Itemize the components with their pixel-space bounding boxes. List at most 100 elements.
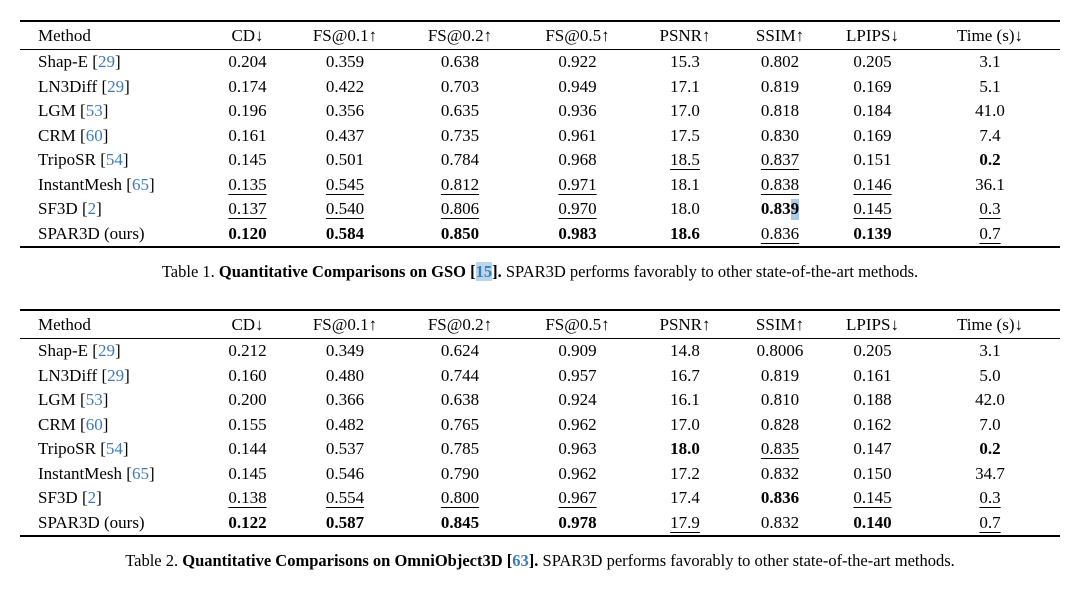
metric-cell: 0.936: [520, 99, 635, 124]
metric-value: 3.1: [979, 52, 1001, 72]
metric-value: 0.155: [228, 414, 267, 434]
metric-cell: 7.0: [920, 413, 1060, 438]
metric-value: 0.3: [979, 199, 1001, 219]
metric-cell: 0.587: [290, 511, 400, 537]
metric-cell: 0.196: [205, 99, 290, 124]
metric-value: 0.765: [440, 414, 480, 434]
metric-cell: 0.624: [400, 339, 520, 364]
method-cell: Shap-E [29]: [20, 50, 205, 75]
metric-value: 0.501: [325, 150, 365, 170]
metric-value: 0.151: [853, 150, 892, 170]
column-header: CD↓: [205, 21, 290, 50]
metric-value: 0.147: [853, 439, 892, 459]
metric-value: 0.482: [325, 414, 365, 434]
column-header: FS@0.2↑: [400, 310, 520, 339]
table-row: Shap-E [29] 0.204 0.359 0.638 0.922 15.3 0.802…: [20, 50, 1060, 75]
metric-cell: 0.537: [290, 437, 400, 462]
method-name: Shap-E: [38, 52, 89, 72]
metric-value: 0.200: [228, 390, 267, 410]
citation-link[interactable]: 65: [131, 174, 149, 194]
metric-value: 0.970: [558, 199, 597, 219]
metric-value: 18.1: [670, 174, 700, 194]
citation-link[interactable]: 53: [85, 101, 103, 121]
metric-cell: 0.200: [205, 388, 290, 413]
table-row: LN3Diff [29] 0.174 0.422 0.703 0.949 17.1 0.81…: [20, 75, 1060, 100]
metric-cell: 0.162: [825, 413, 920, 438]
metric-value: 17.5: [670, 125, 700, 145]
citation-link[interactable]: 29: [97, 52, 115, 72]
citation-link[interactable]: 60: [85, 414, 103, 434]
citation-link[interactable]: 53: [85, 390, 103, 410]
metric-value: 0.957: [558, 365, 597, 385]
column-header: CD↓: [205, 310, 290, 339]
metric-cell: 0.744: [400, 364, 520, 389]
citation-link[interactable]: 2: [87, 488, 97, 508]
citation-link[interactable]: 29: [107, 76, 125, 96]
metric-value: 0.949: [558, 76, 597, 96]
column-header: SSIM↑: [735, 310, 825, 339]
metric-value: 0.480: [325, 365, 365, 385]
citation-link[interactable]: 29: [97, 341, 115, 361]
metric-cell: 0.147: [825, 437, 920, 462]
column-header: FS@0.1↑: [290, 21, 400, 50]
metric-value: 0.971: [558, 174, 597, 194]
citation-link[interactable]: 54: [105, 150, 123, 170]
metric-cell: 0.122: [205, 511, 290, 537]
metric-cell: 0.961: [520, 124, 635, 149]
citation-link[interactable]: 65: [131, 463, 149, 483]
table-row: LGM [53] 0.200 0.366 0.638 0.924 16.1 0.810 0.1…: [20, 388, 1060, 413]
column-header: Method: [20, 21, 205, 50]
metric-cell: 0.818: [735, 99, 825, 124]
metric-cell: 7.4: [920, 124, 1060, 149]
metric-cell: 0.366: [290, 388, 400, 413]
metric-value: 16.1: [670, 390, 700, 410]
metric-cell: 0.812: [400, 173, 520, 198]
metric-cell: 0.188: [825, 388, 920, 413]
metric-cell: 0.839: [735, 197, 825, 222]
citation-link[interactable]: 60: [85, 125, 103, 145]
metric-cell: 17.2: [635, 462, 735, 487]
metric-value: 0.832: [760, 512, 800, 532]
metric-cell: 0.850: [400, 222, 520, 248]
metric-cell: 41.0: [920, 99, 1060, 124]
method-cell: SPAR3D (ours): [20, 511, 205, 537]
column-header: PSNR↑: [635, 21, 735, 50]
column-header: PSNR↑: [635, 310, 735, 339]
citation-link[interactable]: 29: [107, 365, 125, 385]
metric-cell: 0.137: [205, 197, 290, 222]
metric-cell: 0.554: [290, 486, 400, 511]
caption-bracket-close: ].: [528, 551, 539, 570]
metric-cell: 0.174: [205, 75, 290, 100]
metric-cell: 0.8006: [735, 339, 825, 364]
metric-cell: 0.546: [290, 462, 400, 487]
caption-citation-link[interactable]: 63: [512, 551, 529, 570]
bracket-open: [: [75, 125, 86, 145]
method-cell: SPAR3D (ours): [20, 222, 205, 248]
method-name: CRM: [38, 125, 76, 145]
metric-value: 36.1: [975, 174, 1005, 194]
metric-value: 42.0: [975, 390, 1005, 410]
caption-title: Quantitative Comparisons on GSO: [218, 262, 466, 281]
metric-value: 0.624: [440, 341, 480, 361]
method-name: CRM: [38, 414, 76, 434]
metric-value: 0.962: [558, 414, 597, 434]
metric-cell: 0.810: [735, 388, 825, 413]
metric-value: 0.850: [440, 223, 480, 243]
table-row: SPAR3D (ours) 0.122 0.587 0.845 0.978 17.9 0.8…: [20, 511, 1060, 537]
metric-value: 0.909: [558, 341, 597, 361]
metric-value: 17.0: [670, 101, 700, 121]
metric-cell: 0.845: [400, 511, 520, 537]
column-header: Time (s)↓: [920, 21, 1060, 50]
metric-cell: 0.155: [205, 413, 290, 438]
citation-link[interactable]: 54: [105, 439, 123, 459]
metric-value: 5.0: [979, 365, 1001, 385]
caption-text: SPAR3D performs favorably to other state…: [542, 551, 955, 570]
method-cell: InstantMesh [65]: [20, 173, 205, 198]
metric-value: 0.924: [558, 390, 597, 410]
citation-link[interactable]: 2: [87, 199, 97, 219]
caption-citation-link[interactable]: 15: [475, 262, 493, 281]
column-header: FS@0.2↑: [400, 21, 520, 50]
metric-cell: 18.0: [635, 197, 735, 222]
metric-value: 0.359: [325, 52, 365, 72]
method-cell: CRM [60]: [20, 413, 205, 438]
